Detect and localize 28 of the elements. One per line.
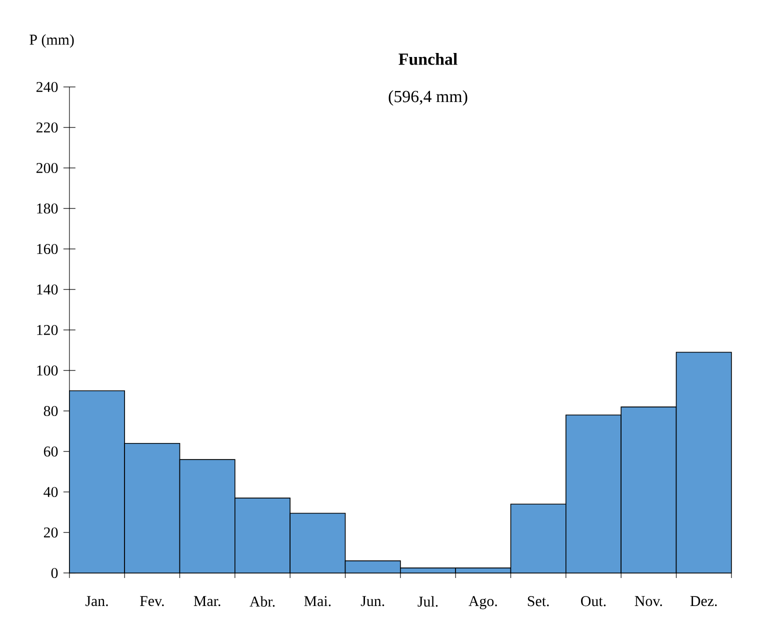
x-tick-label: Dez.: [690, 596, 717, 606]
y-tick-label: 140: [37, 284, 58, 295]
y-tick-label: 60: [44, 446, 58, 457]
x-tick-label: Mar.: [194, 596, 220, 606]
y-tick-label: 160: [37, 244, 58, 254]
x-tick-label: Jan.: [85, 596, 108, 606]
x-tick-label: Mai.: [304, 596, 331, 606]
chart-title: Funchal: [398, 53, 458, 65]
x-tick-label: Nov.: [634, 596, 662, 606]
x-tick-label: Fev.: [140, 596, 164, 606]
x-tick-label: Set.: [528, 596, 549, 606]
y-tick-label: 200: [36, 162, 58, 174]
y-tick-label: 120: [37, 324, 58, 336]
x-tick-label: Jul.: [418, 596, 438, 607]
y-tick-label: 0: [51, 568, 58, 578]
y-tick-label: 20: [44, 527, 58, 538]
x-tick-label: Jun.: [360, 596, 384, 606]
x-tick-label: Abr.: [250, 596, 275, 607]
y-tick-label: 180: [37, 203, 58, 214]
x-tick-label: Ago.: [468, 596, 497, 610]
y-tick-label: 80: [44, 406, 58, 416]
y-axis-title: P (mm): [30, 34, 74, 48]
y-tick-label: 40: [44, 486, 58, 498]
x-tick-label: Out.: [581, 596, 606, 606]
chart-subtitle: (596,4 mm): [388, 90, 468, 106]
y-tick-label: 100: [37, 365, 58, 376]
y-tick-label: 240: [36, 82, 58, 92]
y-tick-label: 220: [36, 122, 58, 133]
